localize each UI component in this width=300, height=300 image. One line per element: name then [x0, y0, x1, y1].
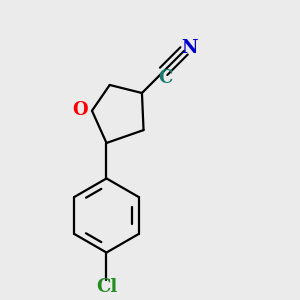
Text: Cl: Cl: [96, 278, 117, 296]
Text: O: O: [72, 101, 88, 119]
Text: N: N: [182, 39, 198, 57]
Text: C: C: [158, 70, 173, 88]
